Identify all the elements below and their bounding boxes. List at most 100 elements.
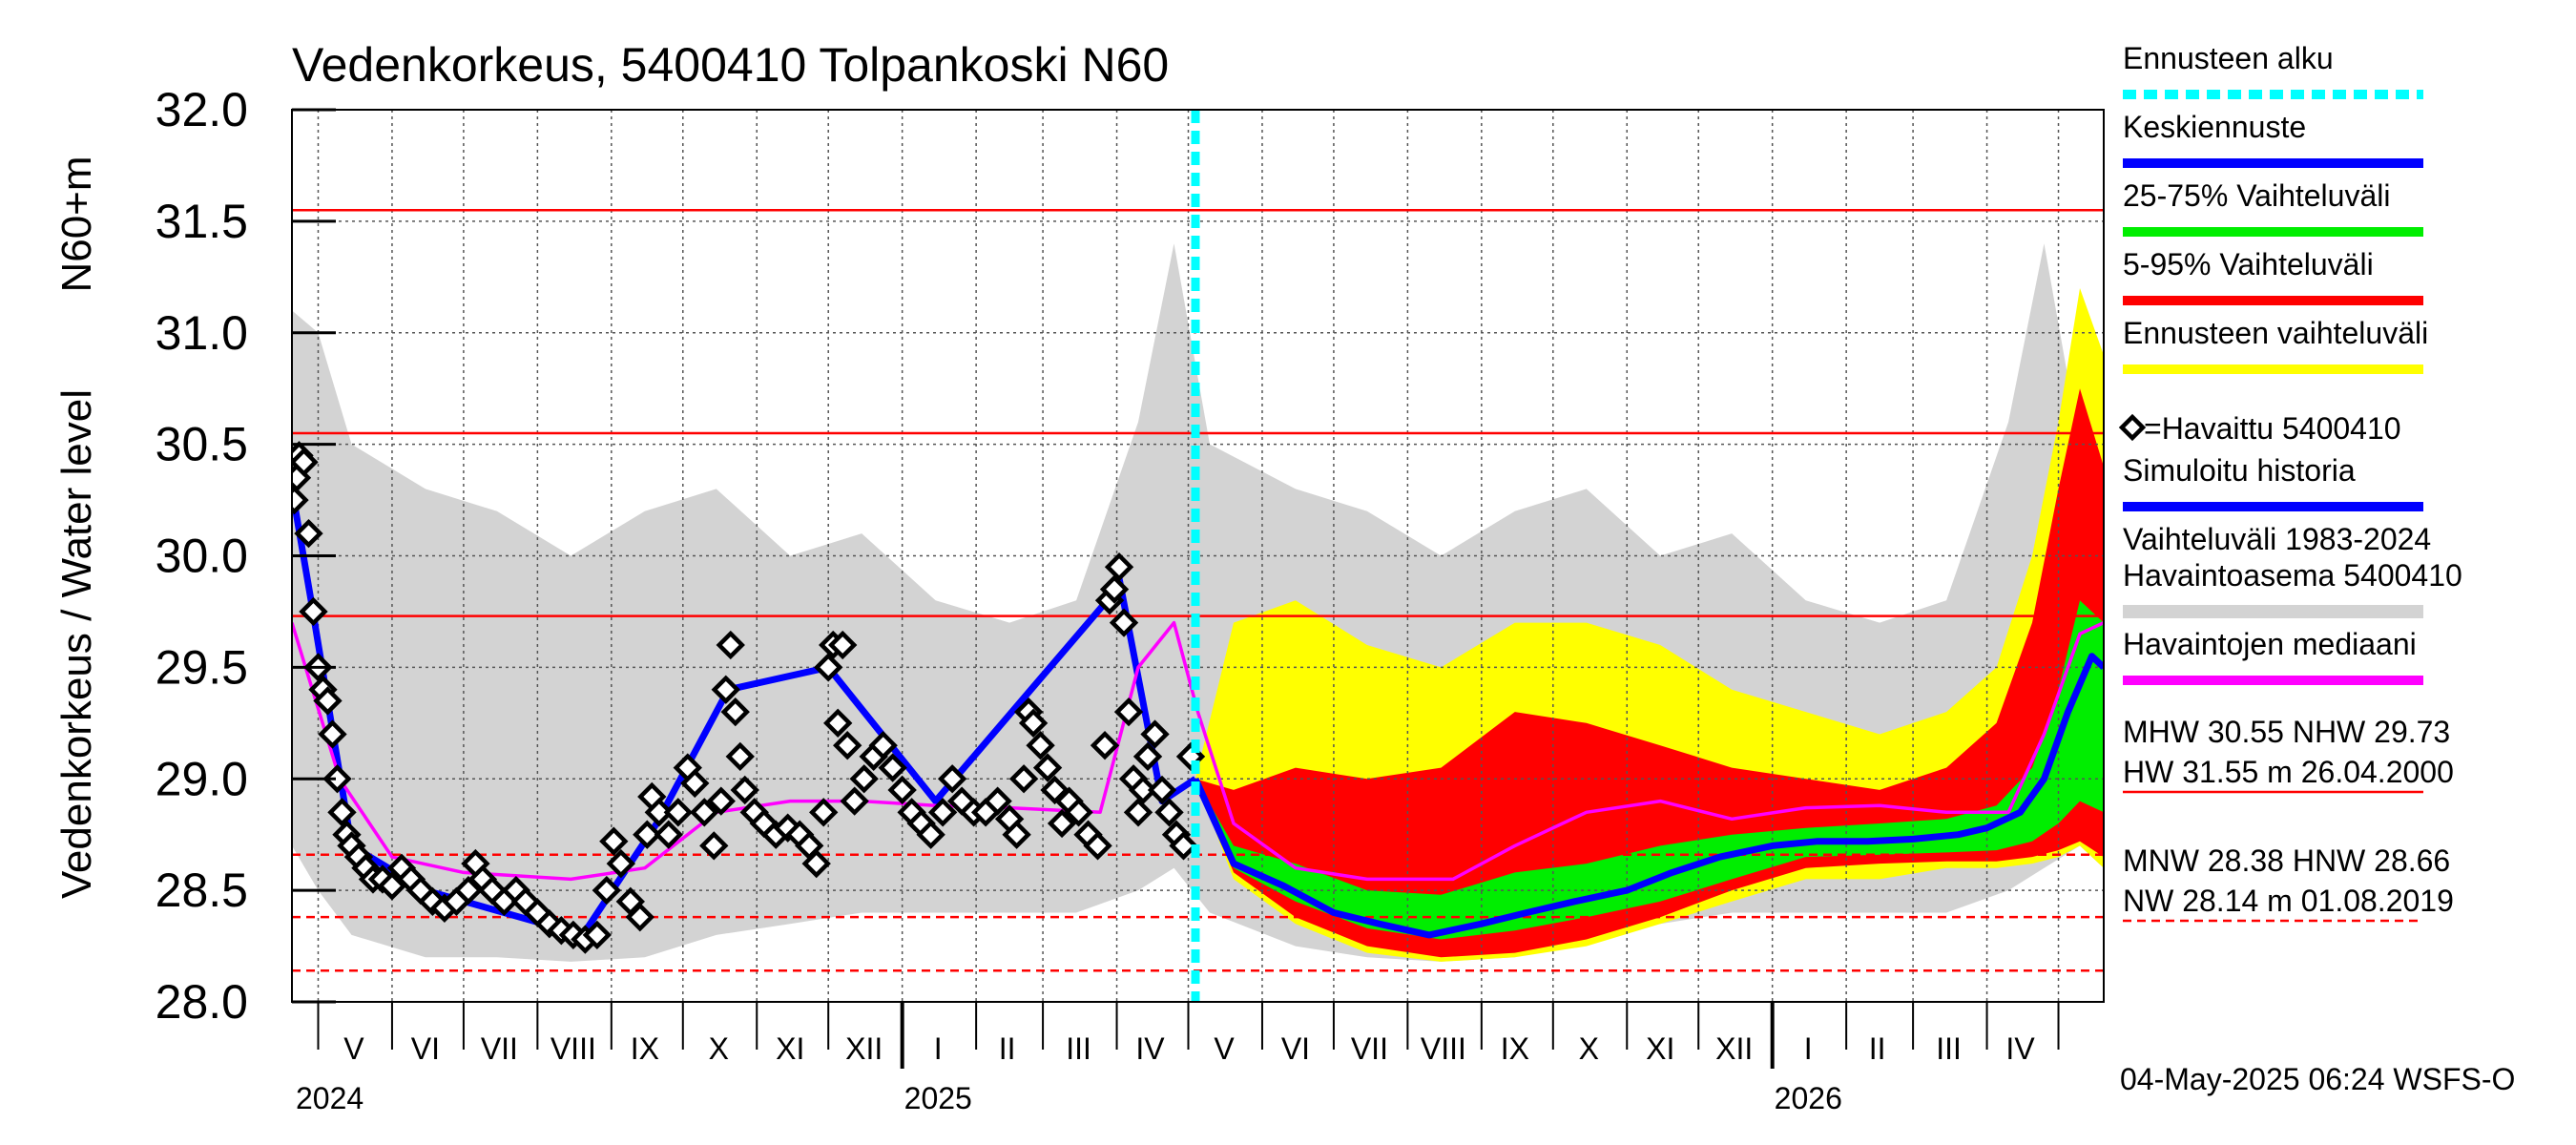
x-month-label: XII — [1715, 1031, 1753, 1066]
x-month-label: X — [1579, 1031, 1599, 1066]
axes-layer: 28.028.529.029.530.030.531.031.532.0V VI V… — [156, 83, 2060, 1115]
stats-text: HW 31.55 m 26.04.2000 — [2123, 755, 2454, 789]
observed-point — [680, 768, 710, 799]
legend-label: =Havaittu 5400410 — [2144, 411, 2401, 446]
stats-text: MHW 30.55 NHW 29.73 — [2123, 715, 2450, 749]
observed-point — [322, 764, 352, 794]
x-month-label: III — [1066, 1031, 1091, 1066]
observed-point — [592, 875, 622, 906]
footer-timestamp: 04-May-2025 06:24 WSFS-O — [2120, 1062, 2515, 1096]
legend-label-line2: Havaintoasema 5400410 — [2123, 558, 2462, 593]
legend-item-vaihteluv-li-1983-2024: Vaihteluväli 1983-2024 Havaintoasema 540… — [2123, 522, 2462, 618]
legend-item-keskiennuste: Keskiennuste — [2123, 110, 2423, 168]
observed-point — [711, 675, 740, 704]
x-year-label: 2025 — [904, 1081, 972, 1115]
x-year-label: 2026 — [1775, 1081, 1842, 1115]
observed-point — [318, 719, 347, 749]
y-axis-label: Vedenkorkeus / Water level — [53, 389, 100, 899]
x-month-label: VIII — [551, 1031, 596, 1066]
legend-label: Havaintojen mediaani — [2123, 627, 2417, 661]
x-month-label: I — [934, 1031, 943, 1066]
stats-group: MNW 28.38 HNW 28.66 NW 28.14 m 01.08.2019 — [2123, 843, 2454, 923]
observed-point — [644, 798, 674, 827]
observed-point — [1128, 775, 1158, 805]
observed-point — [1113, 697, 1144, 727]
observed-point — [828, 630, 858, 660]
observed-point — [916, 820, 945, 849]
legend-item-havaittu-5400410: =Havaittu 5400410 — [2118, 411, 2401, 446]
observed-point — [887, 775, 917, 805]
legend-item-havaintojen-mediaani: Havaintojen mediaani — [2123, 627, 2423, 685]
observed-point — [1147, 775, 1177, 805]
x-month-label: I — [1804, 1031, 1813, 1066]
observed-layer — [292, 441, 1206, 954]
observed-point — [1040, 775, 1070, 805]
observed-point — [534, 909, 565, 939]
observed-point — [663, 798, 693, 827]
observed-point — [599, 826, 629, 856]
observed-point — [294, 518, 323, 549]
y-tick-label: 30.5 — [156, 418, 248, 471]
observed-point — [1132, 741, 1163, 772]
observed-point — [1123, 798, 1153, 827]
legend-item-ennusteen-alku: Ennusteen alku — [2123, 41, 2423, 99]
x-month-label: IX — [1501, 1031, 1529, 1066]
observed-point — [313, 686, 343, 716]
observed-point — [730, 775, 759, 805]
y-tick-label: 32.0 — [156, 83, 248, 136]
y-tick-label: 31.5 — [156, 195, 248, 248]
stats-text: NW 28.14 m 01.08.2019 — [2123, 884, 2454, 918]
y-tick-label: 29.0 — [156, 752, 248, 805]
observed-point — [1032, 753, 1063, 782]
observed-point — [983, 786, 1012, 816]
observed-point — [1018, 708, 1049, 738]
observed-point — [801, 848, 831, 879]
y-tick-label: 28.5 — [156, 864, 248, 917]
stats-group: MHW 30.55 NHW 29.73 HW 31.55 m 26.04.2000 — [2123, 715, 2454, 794]
legend-item-5-95-vaihteluv-li: 5-95% Vaihteluväli — [2123, 247, 2423, 305]
legend-item-simuloitu-historia: Simuloitu historia — [2123, 453, 2423, 511]
y-axis-unit: N60+m — [53, 156, 100, 292]
x-month-label: II — [999, 1031, 1016, 1066]
x-month-label: X — [709, 1031, 729, 1066]
observed-point — [699, 831, 729, 861]
observed-point — [1154, 798, 1184, 827]
observed-point — [840, 786, 869, 816]
legend-item-25-75-vaihteluv-li: 25-75% Vaihteluväli — [2123, 178, 2423, 237]
observed-point — [1140, 719, 1170, 749]
observed-point — [292, 448, 319, 477]
statistics-block: MHW 30.55 NHW 29.73 HW 31.55 m 26.04.2000… — [2123, 715, 2454, 923]
legend-label: 25-75% Vaihteluväli — [2123, 178, 2390, 213]
observed-point — [823, 708, 853, 738]
x-month-label: XI — [776, 1031, 804, 1066]
observed-point — [1026, 731, 1055, 760]
observed-point — [1083, 831, 1112, 861]
observed-point — [625, 902, 654, 932]
x-month-label: II — [1869, 1031, 1886, 1066]
observed-point — [937, 764, 967, 794]
observed-point — [1099, 574, 1130, 604]
observed-point — [1047, 808, 1077, 839]
x-month-label: VII — [481, 1031, 518, 1066]
observed-point — [327, 798, 357, 827]
legend-label: Ennusteen vaihteluväli — [2123, 316, 2428, 350]
legend-marker-icon — [2118, 413, 2147, 442]
x-month-label: IX — [631, 1031, 659, 1066]
observed-point — [606, 848, 635, 879]
x-month-label: III — [1936, 1031, 1962, 1066]
observed-point — [716, 630, 745, 660]
observed-point — [720, 697, 750, 727]
legend-label: Vaihteluväli 1983-2024 — [2123, 522, 2431, 556]
x-month-label: V — [1214, 1031, 1235, 1066]
observed-point — [633, 820, 662, 849]
y-tick-label: 28.0 — [156, 975, 248, 1029]
observed-point — [582, 920, 613, 950]
observed-point — [1002, 820, 1031, 849]
legend-label: Ennusteen alku — [2123, 41, 2334, 75]
x-month-label: IV — [2005, 1031, 2035, 1066]
observed-point — [706, 786, 736, 816]
observed-point — [1109, 608, 1139, 637]
y-tick-label: 29.5 — [156, 640, 248, 694]
observed-point — [654, 820, 683, 849]
legend-label: Simuloitu historia — [2123, 453, 2356, 488]
